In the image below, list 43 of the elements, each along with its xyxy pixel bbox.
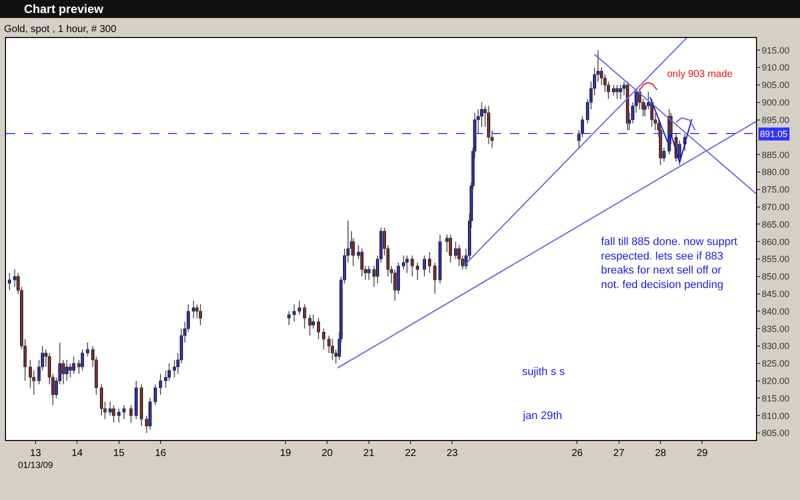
x-tick-label: 14 [72,448,84,459]
y-tick-label: 895.00 [762,114,790,125]
y-tick-label: 805.00 [762,428,790,438]
y-tick-label: 840.00 [762,306,790,316]
y-tick-label: 835.00 [762,324,790,334]
x-tick-label: 15 [113,448,125,459]
chart-title: Chart preview [0,0,800,18]
y-tick-label: 915.00 [762,45,790,56]
x-tick-label: 27 [613,448,625,459]
x-tick-label: 21 [363,448,375,459]
x-tick-label: 23 [446,448,458,459]
y-tick-label: 820.00 [762,376,790,386]
annotation: jan 29th [522,410,562,422]
y-tick-label: 815.00 [762,393,790,404]
y-tick-label: 900.00 [762,98,790,108]
y-tick-label: 880.00 [762,167,790,178]
y-tick-label: 905.00 [762,80,790,90]
y-tick-label: 845.00 [762,288,790,299]
x-tick-label: 20 [322,448,334,459]
annotation: only 903 made [667,69,734,80]
y-tick-label: 870.00 [762,202,790,212]
annotation: sujith s s [522,366,566,378]
x-tick-label: 19 [280,448,292,459]
x-tick-label: 16 [154,448,167,459]
text: 01/13/09 [18,460,54,470]
y-tick-label: 810.00 [762,410,790,421]
y-tick-label: 875.00 [762,184,790,195]
x-tick-label: 29 [696,448,708,459]
chart-subtitle: Gold, spot , 1 hour, # 300 [4,24,117,35]
y-tick-label: 855.00 [762,254,790,264]
y-tick-label: 885.00 [762,150,790,160]
y-tick-label: 850.00 [762,272,790,282]
y-tick-label: 825.00 [762,358,790,369]
ref-line-label: 891.05 [760,129,788,139]
x-tick-label: 28 [654,448,667,459]
x-tick-label: 13 [30,448,42,459]
x-tick-label: 22 [404,448,417,459]
x-tick-label: 26 [572,448,584,459]
annotation: fall till 885 done. now supprt respected. lets see if 883 breaks for next sell off or not. fed decision pending [601,236,738,291]
y-tick-label: 865.00 [762,219,790,230]
y-tick-label: 910.00 [762,62,790,73]
y-tick-label: 830.00 [762,341,790,352]
y-tick-label: 860.00 [762,236,790,247]
